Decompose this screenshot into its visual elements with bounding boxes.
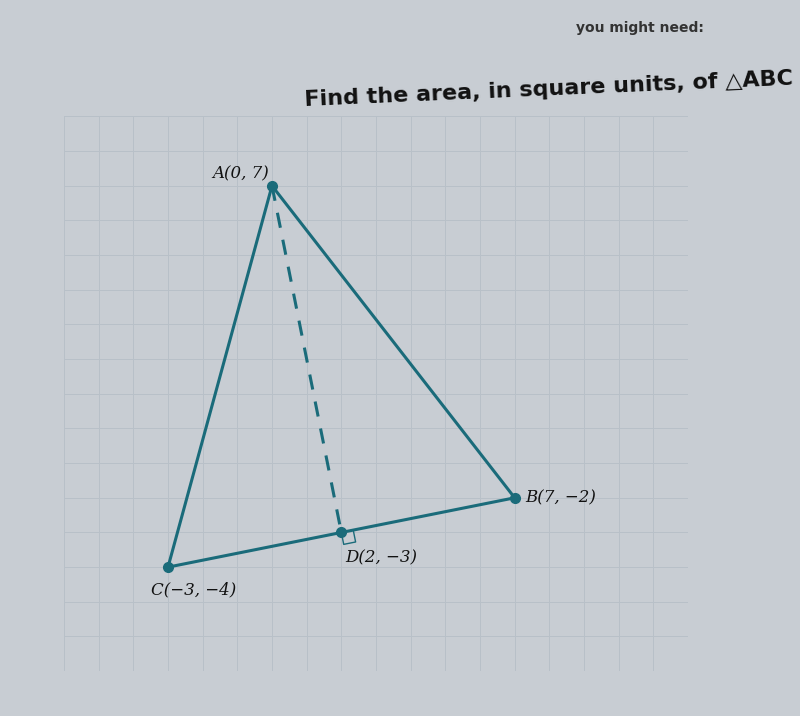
Text: Find the area, in square units, of △ABC plotted below.: Find the area, in square units, of △ABC … — [304, 61, 800, 110]
Text: you might need:: you might need: — [576, 21, 704, 36]
Text: A(0, 7): A(0, 7) — [212, 165, 269, 183]
Text: D(2, −3): D(2, −3) — [345, 550, 417, 567]
Text: B(7, −2): B(7, −2) — [525, 489, 596, 506]
Text: C(−3, −4): C(−3, −4) — [150, 581, 236, 598]
